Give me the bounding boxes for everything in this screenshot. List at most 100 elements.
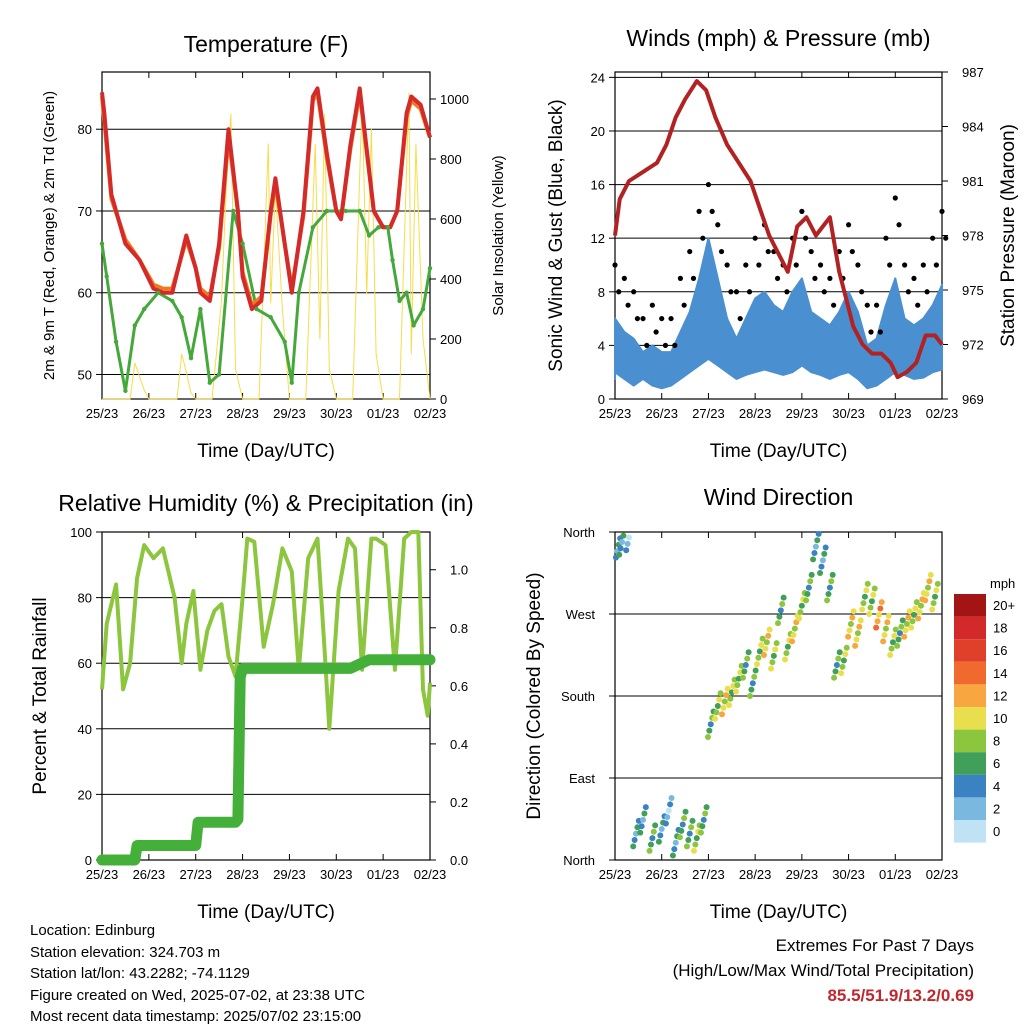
direction-point [909, 618, 916, 625]
direction-point [857, 617, 864, 624]
direction-point [745, 649, 752, 656]
winds-xtick-label: 25/23 [599, 406, 632, 421]
temp-dewpoint-point [231, 208, 236, 214]
humidity-line [100, 530, 432, 731]
legend-swatch [954, 774, 986, 798]
wind-ytick-right-label: 981 [962, 174, 984, 189]
wind-gust-point [681, 302, 687, 308]
direction-xtick-label: 01/23 [879, 867, 912, 882]
direction-point [811, 549, 818, 556]
wind-gust-point [812, 275, 818, 281]
direction-point [895, 636, 902, 643]
direction-point [815, 530, 822, 537]
direction-xtick-label: 28/23 [739, 867, 772, 882]
wind-gust-point [855, 262, 861, 268]
direction-point [755, 654, 762, 661]
winds-panel: Winds (mph) & Pressure (mb) 25/23 26/23 27/… [546, 25, 1019, 462]
temp-dewpoint-point [170, 298, 175, 304]
direction-point [693, 835, 700, 842]
rh-ytick-right-label: 0.2 [450, 795, 468, 810]
wind-gust-point [672, 342, 678, 348]
direction-point [724, 685, 731, 692]
direction-point [861, 593, 868, 600]
direction-point [626, 534, 633, 541]
direction-point [835, 655, 842, 662]
direction-point [704, 734, 711, 740]
wind-gust-point [793, 262, 799, 268]
direction-point [671, 846, 678, 853]
humidity-xtick-label: 27/23 [179, 867, 212, 882]
direction-point [667, 801, 674, 808]
direction-point [805, 584, 812, 591]
temperature-xtick-label: 01/23 [367, 406, 400, 421]
humidity-xtick-label: 01/23 [367, 867, 400, 882]
temperature-xtick-label: 29/23 [273, 406, 306, 421]
temp-dewpoint-point [179, 315, 184, 320]
pressure-line [613, 79, 944, 380]
direction-xtick-label: 25/23 [599, 867, 632, 882]
winds-xtick-label: 28/23 [739, 406, 772, 421]
rh-ytick-label: 20 [78, 787, 92, 802]
direction-point [717, 690, 724, 697]
direction-point [681, 815, 688, 822]
wind-ytick-right-label: 975 [962, 283, 984, 298]
direction-point [922, 597, 929, 604]
dir-ylabel: Direction (Colored By Speed) [524, 572, 545, 819]
direction-point [742, 662, 749, 669]
direction-point [650, 828, 657, 835]
direction-point [887, 652, 894, 658]
direction-point [898, 623, 905, 630]
wind-gust-point [930, 235, 936, 241]
wind-gust-point [696, 208, 702, 214]
temp-dewpoint-point [123, 388, 128, 394]
direction-point [901, 633, 908, 640]
direction-point [833, 662, 840, 669]
wind-gust-point [817, 262, 824, 268]
direction-point [699, 823, 706, 830]
precip-line [96, 654, 436, 866]
wind-speed-area [614, 237, 943, 390]
direction-point [692, 841, 699, 848]
direction-point [763, 639, 770, 646]
direction-point [683, 843, 690, 850]
wind-ytick-label: 24 [591, 70, 605, 85]
direction-point [814, 537, 821, 544]
wind-gust-point [737, 315, 743, 322]
temp-dewpoint-point [357, 208, 362, 214]
direction-point [769, 659, 776, 666]
direction-point [871, 585, 878, 592]
direction-point [766, 626, 773, 633]
temp-series-line [100, 86, 432, 312]
direction-point [804, 590, 811, 597]
direction-point [812, 543, 819, 550]
wind-gust-point [905, 289, 911, 295]
humidity-xtick-label: 29/23 [273, 867, 306, 882]
wind-gust-point [774, 275, 781, 281]
direction-point [672, 839, 679, 846]
temp-dewpoint-point [188, 355, 194, 361]
wind-gust-point [640, 315, 646, 322]
direction-point [902, 627, 909, 634]
wind-gust-point [892, 195, 898, 201]
rh-ytick-label: 100 [70, 525, 92, 540]
direction-point [854, 630, 861, 637]
winds-xtick-label: 02/23 [926, 406, 959, 421]
humidity-panel: Relative Humidity (%) & Precipitation (i… [30, 490, 474, 923]
temp-dewpoint-point [324, 208, 330, 214]
legend-label: 18 [993, 621, 1007, 636]
wind-gust-point [743, 262, 749, 268]
wind-gust-point [943, 235, 949, 241]
direction-point [896, 630, 903, 637]
temp-ytick-label: 50 [78, 367, 92, 382]
direction-point [842, 651, 849, 658]
temp-dewpoint-point [420, 306, 426, 312]
winds-xtick-label: 01/23 [879, 406, 912, 421]
legend-swatch [954, 594, 986, 617]
direction-point [775, 620, 782, 627]
wind-gust-point [920, 262, 926, 268]
direction-point [915, 615, 922, 622]
dir-ytick-label: North [563, 525, 595, 540]
temp-dewpoint-point [198, 306, 203, 312]
direction-point [756, 648, 763, 655]
